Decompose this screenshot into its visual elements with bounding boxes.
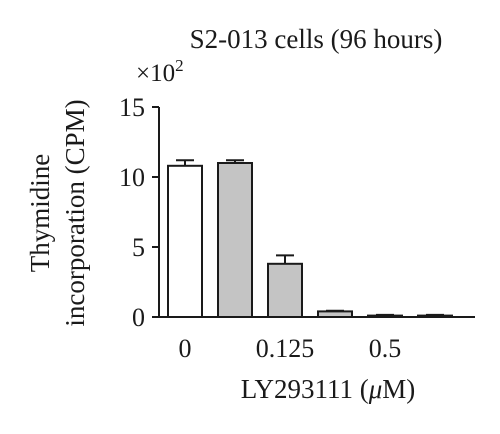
y-tick-label: 15	[119, 93, 145, 122]
bar	[217, 162, 253, 318]
y-tick-label: 10	[119, 163, 145, 192]
axes	[158, 107, 475, 318]
x-tick-label: 0	[179, 334, 192, 363]
chart-title: S2-013 cells (96 hours)	[190, 24, 443, 54]
y-tick-label: 5	[132, 233, 145, 262]
x-axis-label: LY293111 (μM)	[241, 374, 416, 404]
bar	[167, 164, 203, 318]
y-multiplier-exponent: 2	[175, 56, 184, 75]
y-multiplier-base: ×10	[136, 60, 175, 87]
y-multiplier: ×102	[136, 56, 184, 87]
ticks-group: 0 5 10 15 0 0.125 0.5	[119, 93, 401, 363]
y-axis-label-line1: Thymidine	[25, 154, 55, 272]
bars-group	[167, 159, 453, 319]
x-tick-label: 0.5	[369, 334, 402, 363]
y-tick-label: 0	[132, 303, 145, 332]
x-axis-label-prefix: LY293111 (	[241, 374, 369, 404]
x-axis-label-suffix: M)	[382, 374, 415, 404]
x-tick-label: 0.125	[256, 334, 315, 363]
bar	[267, 262, 303, 318]
y-axis-label-line2: incorporation (CPM)	[60, 99, 90, 326]
bar	[317, 310, 353, 318]
x-axis-label-mu: μ	[368, 374, 383, 404]
